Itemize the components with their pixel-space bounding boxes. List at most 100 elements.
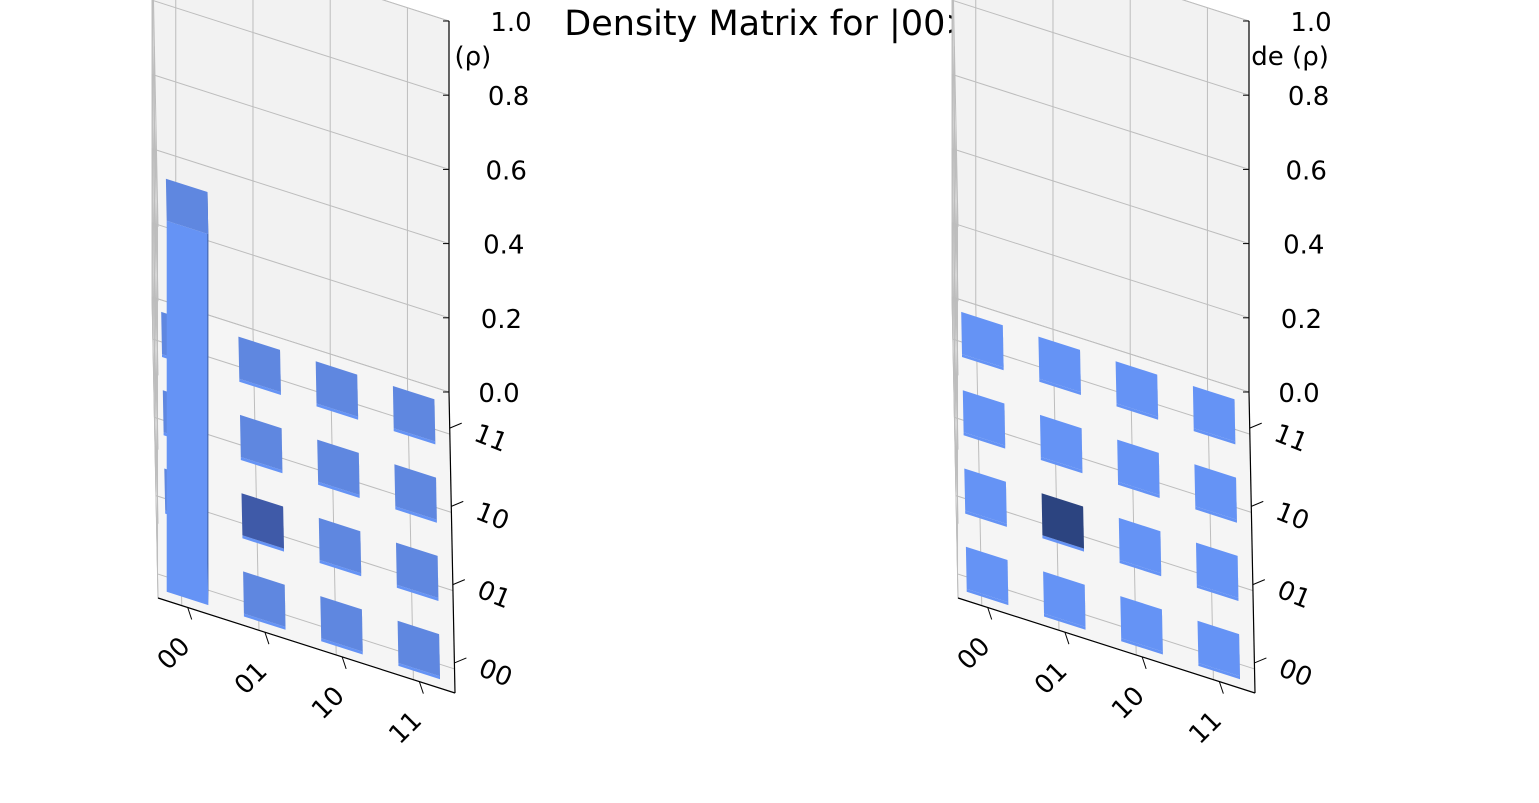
bar-01-11 (1038, 336, 1081, 395)
bar-11-10 (1194, 464, 1237, 523)
bar-top-face (1038, 336, 1081, 393)
z-tick-label: 0.0 (478, 379, 519, 409)
z-gridline (951, 296, 959, 599)
bar-11-11 (392, 386, 436, 445)
bar-front-face (1040, 457, 1083, 474)
y-tick-label: 11 (1270, 419, 1312, 459)
y-tick (451, 500, 464, 507)
bar-front-face (1196, 584, 1239, 601)
bar-top-face (394, 464, 437, 520)
bar-front-face (1193, 428, 1236, 445)
z-gridline (152, 0, 159, 228)
x-tick (264, 632, 270, 645)
bar-front-face (1039, 378, 1081, 395)
bar-10-01 (318, 517, 362, 577)
bar-front-face (1118, 481, 1160, 498)
y-tick-label: 10 (1271, 497, 1313, 537)
z-gridline (151, 296, 159, 599)
z-gridline (151, 73, 450, 170)
z-tick-label: 0.4 (1283, 231, 1324, 261)
x-tick (987, 607, 993, 620)
bar-10-10 (317, 439, 360, 498)
bar-top-face (1196, 542, 1239, 598)
z-gridline (951, 0, 1250, 96)
x-tick (418, 681, 424, 694)
bar-11-00 (397, 620, 440, 680)
z-tick-label: 0.4 (483, 231, 524, 261)
real-amplitude-chart: 00 01 10 11 00 01 10 11 0.0 0.2 0.4 0.6 0.8 1.0 (151, 0, 532, 750)
bar-front-face (239, 378, 281, 395)
z-tick-label: 0.2 (1281, 305, 1322, 335)
bar-11-10 (394, 464, 437, 523)
bar-01-01 (241, 493, 284, 552)
bar-top-face (1115, 361, 1159, 417)
bar-top-face (962, 390, 1006, 446)
x-axis-line (957, 597, 1256, 694)
x-tick-label: 01 (1029, 656, 1074, 701)
bar-top-face (318, 517, 362, 574)
bar-front-face (393, 428, 436, 445)
x-tick (1218, 681, 1224, 694)
z-gridline (951, 73, 1250, 170)
y-axis-line (448, 391, 456, 694)
x-tick-label: 00 (952, 632, 997, 677)
y-tick-label: 11 (470, 419, 512, 459)
bar-01-10 (240, 414, 283, 474)
bar-top-face (1117, 439, 1160, 495)
y-tick-label: 00 (474, 653, 516, 693)
bar-11-01 (1196, 542, 1239, 601)
bar-11-11 (1192, 386, 1236, 445)
bar-11-01 (396, 542, 439, 601)
z-tick-label: 0.2 (481, 305, 522, 335)
z-tick-label: 1.0 (1290, 8, 1331, 38)
z-tick-label: 0.8 (488, 82, 529, 112)
bar-front-face (966, 588, 1009, 606)
bar-top-face (165, 178, 209, 235)
bar-top-face (964, 468, 1007, 524)
bar-front-face (396, 584, 439, 601)
bar-10-11 (1115, 361, 1159, 420)
bar-top-face (317, 439, 360, 495)
x-tick-label: 01 (229, 656, 274, 701)
bar-00-00 (165, 178, 209, 606)
bar-front-face (1042, 535, 1084, 552)
y-tick (1249, 422, 1262, 429)
bar-top-face (1118, 517, 1162, 574)
bar-top-face (320, 596, 363, 652)
bar-top-face (392, 386, 436, 442)
x-tick-label: 11 (1183, 706, 1228, 751)
x-tick (1141, 656, 1147, 670)
z-tick-label: 0.6 (1286, 156, 1327, 186)
bar-00-10 (962, 390, 1006, 449)
bar-front-face (240, 457, 283, 474)
bar-front-face (1116, 403, 1159, 420)
bar-01-00 (1043, 571, 1086, 630)
bar-01-00 (243, 571, 286, 630)
bar-front-face (1198, 663, 1240, 680)
bar-top-face (315, 361, 359, 417)
bar-top-face (243, 571, 286, 627)
bar-front-face (243, 613, 286, 630)
x-tick (187, 607, 193, 620)
bar-top-face (241, 493, 284, 549)
y-tick (449, 422, 462, 429)
bar-front-face (319, 560, 362, 577)
bar-00-00 (965, 546, 1009, 606)
bar-front-face (1119, 560, 1162, 577)
bar-10-00 (320, 596, 363, 655)
imaginary-amplitude-chart: 00 01 10 11 00 01 10 11 0.0 0.2 0.4 0.6 0.8 1.0 (951, 0, 1332, 751)
x-tick-label: 10 (306, 681, 351, 726)
bar-top-face (965, 546, 1009, 603)
bar-front-face (166, 220, 209, 606)
bar-top-face (397, 620, 440, 677)
bar-top-face (1120, 596, 1163, 652)
x-tick (341, 656, 347, 670)
bar-side-face (207, 192, 209, 606)
bar-front-face (1121, 638, 1163, 655)
bar-front-face (321, 638, 363, 655)
bar-10-11 (315, 361, 359, 420)
bar-top-face (1192, 386, 1236, 442)
y-tick (1254, 657, 1267, 664)
y-tick (1251, 500, 1264, 507)
